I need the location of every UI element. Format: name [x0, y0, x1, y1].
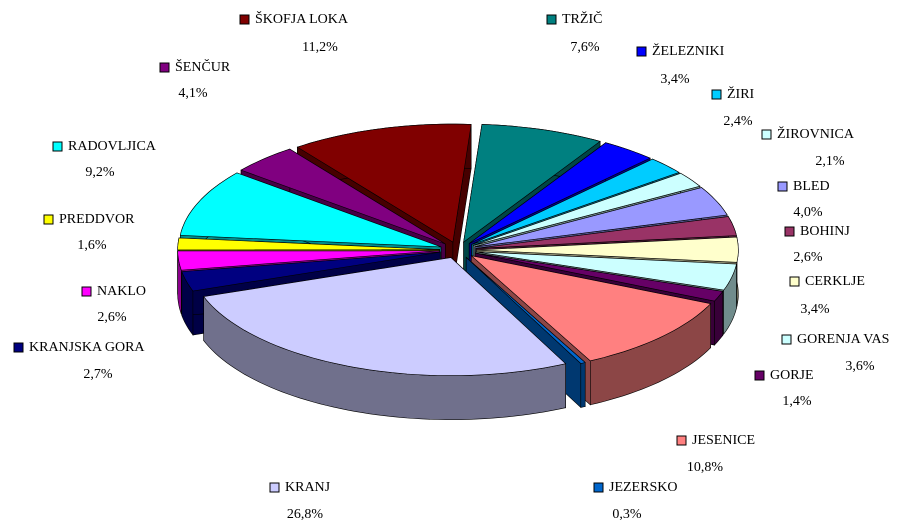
- slice: [463, 124, 601, 243]
- category-label: RADOVLJICA: [68, 139, 157, 154]
- value-label: 4,0%: [793, 205, 823, 220]
- value-label: 2,6%: [97, 310, 127, 325]
- slice: [475, 251, 737, 291]
- category-label: PREDDVOR: [59, 212, 135, 227]
- legend-swatch: [636, 46, 647, 57]
- value-label: 9,2%: [85, 165, 115, 180]
- slice: [177, 250, 440, 271]
- slice-side: [580, 362, 586, 408]
- slice: [240, 148, 446, 245]
- slice: [475, 252, 724, 302]
- legend-swatch: [761, 129, 772, 140]
- slice: [470, 255, 712, 362]
- value-label: 3,4%: [660, 72, 690, 87]
- slice: [474, 187, 728, 248]
- category-label: GORJE: [770, 368, 814, 383]
- slice: [296, 123, 472, 243]
- slice: [471, 158, 680, 245]
- value-label: 2,6%: [793, 250, 823, 265]
- category-label: NAKLO: [97, 284, 146, 299]
- legend-swatch: [781, 334, 792, 345]
- legend-swatch: [593, 482, 604, 493]
- value-label: 0,3%: [612, 507, 642, 522]
- legend-swatch: [239, 14, 250, 25]
- slice: [181, 251, 441, 292]
- slice: [179, 172, 442, 248]
- category-label: ŠENČUR: [175, 58, 231, 75]
- category-label: BOHINJ: [800, 224, 850, 239]
- legend-swatch: [711, 89, 722, 100]
- value-label: 2,4%: [723, 114, 753, 129]
- slice: [475, 216, 737, 249]
- value-label: 3,4%: [800, 302, 830, 317]
- category-label: ŽIRI: [727, 85, 755, 102]
- slice: [203, 257, 567, 376]
- slice: [469, 142, 651, 244]
- slice: [177, 237, 440, 251]
- value-label: 1,4%: [782, 394, 812, 409]
- value-label: 10,8%: [687, 460, 724, 475]
- value-label: 3,6%: [845, 359, 875, 374]
- category-label: JEZERSKO: [609, 480, 677, 495]
- legend-swatch: [784, 226, 795, 237]
- value-label: 11,2%: [302, 40, 338, 55]
- value-label: 2,1%: [815, 154, 845, 169]
- category-label: TRŽIČ: [562, 10, 602, 27]
- category-label: BLED: [793, 179, 830, 194]
- legend-swatch: [789, 276, 800, 287]
- category-label: KRANJ: [285, 480, 331, 495]
- legend-swatch: [269, 482, 280, 493]
- slice: [476, 236, 739, 263]
- value-label: 26,8%: [287, 507, 324, 522]
- category-label: ŠKOFJA LOKA: [255, 10, 349, 27]
- legend-swatch: [159, 62, 170, 73]
- legend-swatch: [754, 370, 765, 381]
- value-label: 4,1%: [178, 86, 208, 101]
- value-label: 1,6%: [77, 238, 107, 253]
- category-label: ŽELEZNIKI: [652, 42, 725, 59]
- category-label: GORENJA VAS: [797, 332, 889, 347]
- legend-swatch: [676, 435, 687, 446]
- category-label: ŽIROVNICA: [777, 125, 855, 142]
- legend-swatch: [777, 181, 788, 192]
- slice: [465, 257, 586, 364]
- legend-swatch: [52, 141, 63, 152]
- category-label: KRANJSKA GORA: [29, 340, 145, 355]
- legend-swatch: [81, 286, 92, 297]
- value-label: 2,7%: [83, 367, 113, 382]
- category-label: JESENICE: [692, 433, 755, 448]
- value-label: 7,6%: [570, 40, 600, 55]
- slice: [473, 172, 701, 246]
- legend-swatch: [13, 342, 24, 353]
- category-label: CERKLJE: [805, 274, 865, 289]
- legend-swatch: [43, 214, 54, 225]
- legend-swatch: [546, 14, 557, 25]
